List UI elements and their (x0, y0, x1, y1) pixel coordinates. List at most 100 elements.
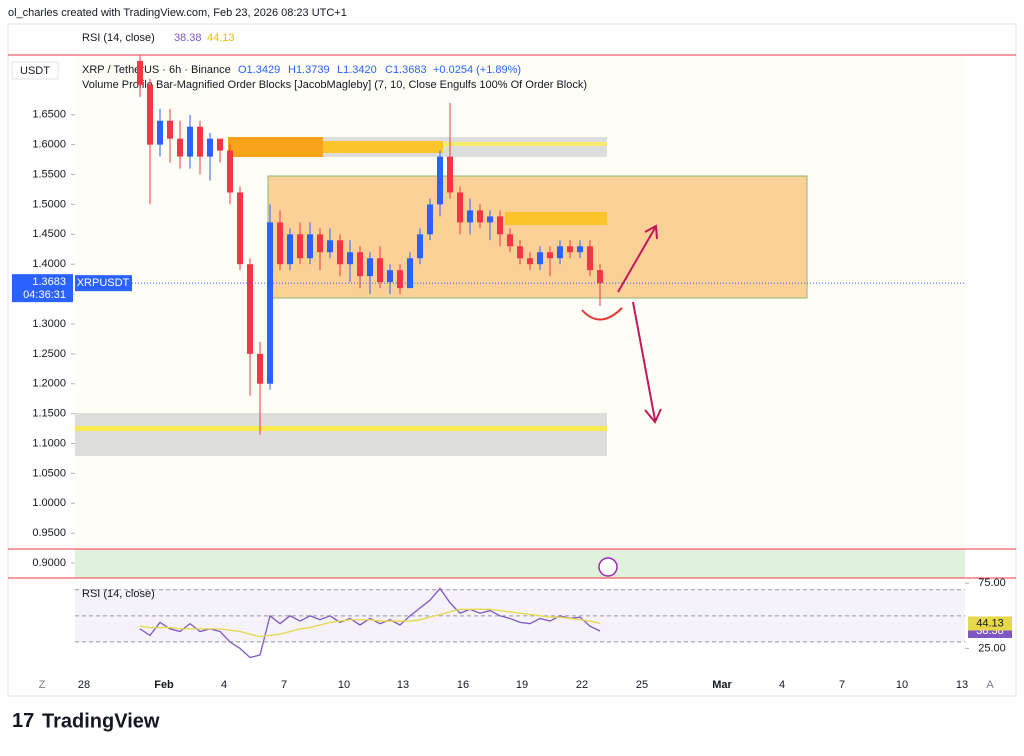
candle-body (277, 222, 283, 265)
y-tick-label: 1.5500 (32, 168, 66, 180)
candle-body (387, 270, 393, 283)
y-tick-label: 1.4000 (32, 258, 66, 270)
candle-body (237, 192, 243, 265)
candle-body (547, 252, 553, 259)
y-tick-label: 1.4500 (32, 228, 66, 240)
candle-body (467, 210, 473, 223)
symbol-tag: XRPUSDT (77, 277, 130, 289)
symbol: XRP / TetherUS · 6h · Binance (82, 64, 231, 76)
candle-body (267, 222, 273, 384)
y-tick-label: 75.00 (978, 577, 1006, 589)
candle-body (447, 156, 453, 193)
candle-body (507, 234, 513, 247)
x-tick-label: 10 (896, 679, 908, 691)
candle-body (217, 138, 223, 151)
candle-body (487, 216, 493, 223)
rsi-header-value: 38.38 (174, 32, 202, 44)
y-tick-label: 1.2000 (32, 378, 66, 390)
symbol-tag-box (75, 275, 132, 292)
candle-body (167, 120, 173, 139)
candle-body (247, 264, 253, 354)
x-tick-label: Mar (712, 679, 732, 691)
candle-body (327, 240, 333, 253)
candle-body (597, 270, 603, 284)
candle-body (187, 126, 193, 157)
high: H1.3739 (288, 64, 330, 76)
candle-body (417, 234, 423, 259)
rsi-header: RSI (14, close) (82, 32, 155, 44)
candle-body (177, 138, 183, 157)
candle-body (307, 234, 313, 259)
y-tick-label: 1.5000 (32, 198, 66, 210)
candle-body (137, 60, 143, 85)
logo: 17 (12, 710, 34, 732)
y-tick-label: 1.6500 (32, 109, 66, 121)
order-block-profile (228, 137, 323, 157)
currency-box (11, 61, 59, 80)
rsi-title: RSI (14, close) (82, 588, 155, 600)
candle-body (407, 258, 413, 289)
x-tick-label: 13 (956, 679, 968, 691)
plot-area (75, 55, 965, 578)
x-tick-label: 7 (281, 679, 287, 691)
candle-body (357, 252, 363, 277)
down-arrow (632, 301, 662, 424)
y-tick-label: 1.1500 (32, 408, 66, 420)
demand-zone (75, 413, 607, 456)
last-price: 1.3683 (32, 276, 66, 288)
range-box (267, 175, 808, 299)
x-tick-label: 25 (636, 679, 648, 691)
y-tick-label: 1.0000 (32, 497, 66, 509)
alert-icon (598, 557, 618, 577)
candle-body (287, 234, 293, 265)
x-tick-label: 10 (338, 679, 350, 691)
y-tick-label: 25.00 (978, 642, 1006, 654)
y-tick-label: 1.0500 (32, 467, 66, 479)
demand-line (75, 426, 607, 431)
candle-body (337, 240, 343, 265)
credit: ol_charles created with TradingView.com,… (8, 7, 347, 19)
x-tick-label: 19 (516, 679, 528, 691)
price-tag (12, 274, 73, 303)
up-arrow (617, 224, 658, 293)
value-tag-label: 44.13 (976, 617, 1004, 629)
x-tick-label: 4 (221, 679, 227, 691)
auto-button[interactable]: A (986, 679, 994, 691)
candle-body (227, 150, 233, 193)
zoom-button[interactable]: Z (39, 679, 46, 691)
order-block-profile (323, 141, 443, 153)
candle-body (367, 258, 373, 277)
y-tick-label: 0.9500 (32, 527, 66, 539)
curve-mark (581, 307, 623, 321)
x-tick-label: 16 (457, 679, 469, 691)
x-tick-label: 28 (78, 679, 90, 691)
y-tick-label: 1.6000 (32, 139, 66, 151)
candle-body (557, 246, 563, 259)
candle-body (567, 246, 573, 253)
candle-body (537, 252, 543, 265)
y-tick-label: 1.3000 (32, 318, 66, 330)
x-tick-label: 4 (779, 679, 785, 691)
x-tick-label: 22 (576, 679, 588, 691)
candle-body (207, 138, 213, 157)
candle-body (527, 258, 533, 265)
candle-body (427, 204, 433, 235)
value-tag (968, 616, 1012, 631)
x-tick-label: Feb (154, 679, 174, 691)
y-tick-label: 1.2500 (32, 348, 66, 360)
candle-body (517, 246, 523, 259)
order-block-line (443, 142, 607, 146)
support-zone (75, 549, 965, 578)
candle-body (497, 216, 503, 235)
x-tick-label: 7 (839, 679, 845, 691)
y-tick-label: 1.1000 (32, 437, 66, 449)
candle-body (477, 210, 483, 223)
candle-body (257, 353, 263, 384)
open: O1.3429 (238, 64, 280, 76)
candle-body (377, 258, 383, 283)
candle-body (157, 120, 163, 145)
candle-body (437, 156, 443, 205)
logo-text: TradingView (42, 710, 160, 732)
